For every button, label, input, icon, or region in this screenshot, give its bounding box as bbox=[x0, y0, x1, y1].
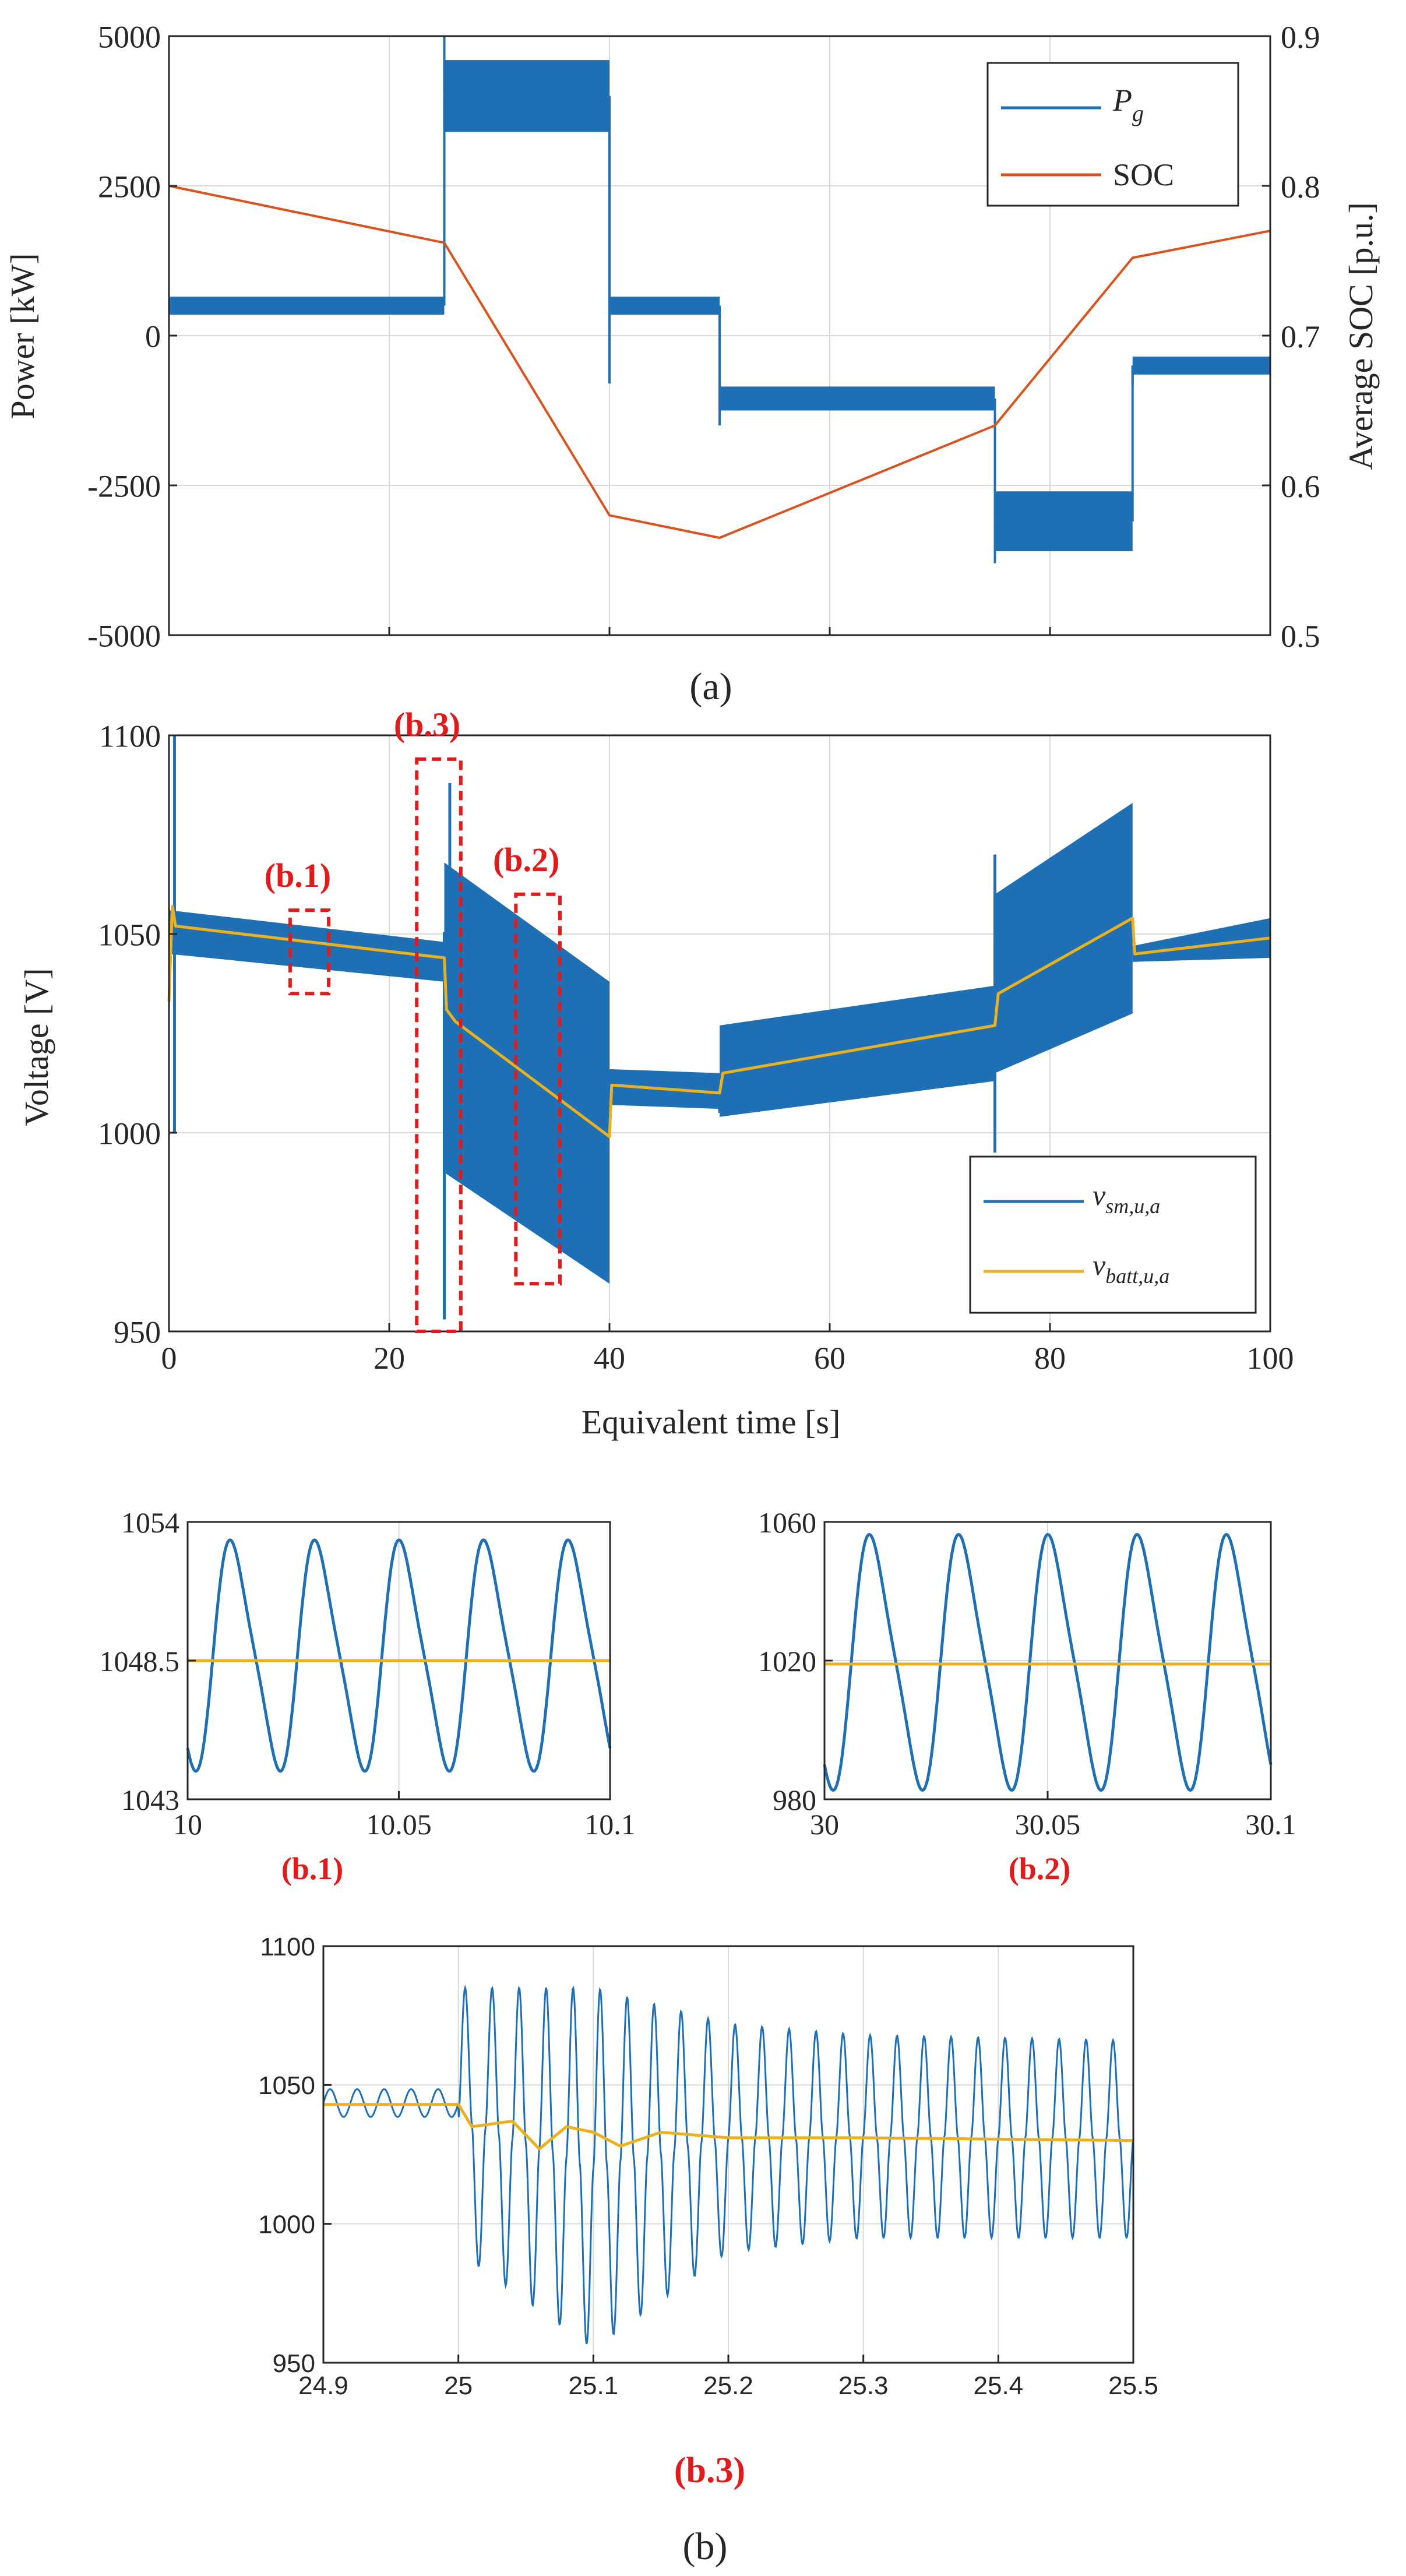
pg-band-segment bbox=[1132, 356, 1270, 375]
vbatt-line bbox=[167, 904, 1271, 1139]
pg-band-segment bbox=[995, 491, 1133, 552]
y-tick-label: 1048.5 bbox=[100, 1645, 180, 1678]
vsm-band-segment bbox=[995, 802, 1133, 1073]
panel-b-caption: (b) bbox=[683, 2525, 728, 2568]
panel-b-annotations: (b.1) (b.3) (b.2) bbox=[265, 706, 562, 1334]
panel-b-data bbox=[167, 735, 1271, 1320]
y-tick-label: 0 bbox=[145, 319, 161, 354]
soc-line bbox=[168, 185, 1271, 539]
panel-b-legend: vsm,u,a vbatt,u,a bbox=[969, 1155, 1257, 1314]
x-tick-label: 60 bbox=[814, 1341, 845, 1376]
x-tick-label: 0 bbox=[161, 1341, 177, 1376]
y-tick-label: 950 bbox=[273, 2349, 315, 2378]
x-tick-label: 25.4 bbox=[974, 2371, 1024, 2400]
x-tick-label: 30 bbox=[810, 1808, 839, 1841]
x-tick-label: 30.1 bbox=[1245, 1808, 1296, 1841]
y-tick-label-right: 0.9 bbox=[1281, 20, 1320, 55]
plot-frame bbox=[168, 734, 1271, 1333]
vbatt-line bbox=[323, 2103, 1134, 2151]
vsm-band-segment bbox=[169, 910, 445, 982]
x-tick-label: 10 bbox=[173, 1808, 202, 1841]
y-tick-label-right: 0.5 bbox=[1281, 619, 1320, 654]
y-tick-label-right: 0.7 bbox=[1281, 319, 1320, 354]
panel-b-frame bbox=[168, 734, 1271, 1333]
legend-soc-label: SOC bbox=[1113, 157, 1174, 192]
pg-band-segment bbox=[444, 60, 609, 132]
panel-b3-grid bbox=[323, 1946, 1133, 2363]
y-tick-label: 1000 bbox=[98, 1116, 161, 1151]
panel-b1-ticks: 10 10.05 10.1 1043 1048.5 1054 bbox=[100, 1506, 636, 1841]
panel-b3-data bbox=[322, 1985, 1134, 2345]
pg-band-segment bbox=[609, 297, 720, 315]
panel-b2: 30 30.05 30.1 980 1020 1060 (b.2) bbox=[758, 1506, 1296, 1886]
annotation-box bbox=[415, 757, 463, 1334]
panel-a-ylabel: Power [kW] bbox=[3, 253, 41, 419]
x-tick-label: 20 bbox=[373, 1341, 405, 1376]
y-tick-label: 5000 bbox=[98, 19, 161, 54]
x-tick-label: 40 bbox=[594, 1341, 625, 1376]
vsm-band-segment bbox=[720, 985, 995, 1117]
x-tick-label: 100 bbox=[1247, 1341, 1294, 1376]
panel-b1: 10 10.05 10.1 1043 1048.5 1054 (b.1) bbox=[100, 1506, 636, 1886]
panel-b2-data bbox=[823, 1532, 1273, 1792]
panel-a-legend-box bbox=[986, 62, 1239, 207]
panel-b2-ticks: 30 30.05 30.1 980 1020 1060 bbox=[758, 1506, 1296, 1841]
annotation-label: (b.3) bbox=[394, 706, 460, 743]
panel-b3: 24.9 25 25.1 25.2 25.3 25.4 25.5 950 1000 1050 110… bbox=[258, 1933, 1158, 2490]
x-tick-label: 25.2 bbox=[703, 2371, 753, 2400]
y-tick-label: -5000 bbox=[87, 618, 161, 653]
y-tick-label: 950 bbox=[114, 1315, 161, 1349]
panel-b-legend-box bbox=[969, 1155, 1257, 1314]
panel-a-data bbox=[168, 36, 1271, 563]
x-tick-label: 80 bbox=[1034, 1341, 1066, 1376]
y-tick-label: 1020 bbox=[758, 1645, 816, 1678]
y-tick-label: 1060 bbox=[758, 1506, 816, 1539]
x-tick-label: 25.1 bbox=[569, 2371, 619, 2400]
y-tick-label: 980 bbox=[773, 1784, 816, 1816]
panel-b3-caption: (b.3) bbox=[674, 2451, 745, 2490]
panel-a: -5000 -2500 0 2500 5000 0.5 0.6 0.7 0.8 0.9 Power… bbox=[3, 19, 1380, 708]
panel-a-ticks: -5000 -2500 0 2500 5000 0.5 0.6 0.7 0.8 0.9 bbox=[87, 19, 1320, 654]
annotation-label: (b.1) bbox=[265, 857, 331, 894]
y-tick-label-right: 0.6 bbox=[1281, 469, 1320, 504]
y-tick-label: 1000 bbox=[258, 2211, 315, 2239]
y-tick-label: 1050 bbox=[258, 2071, 315, 2100]
y-tick-label: 1100 bbox=[260, 1933, 315, 1961]
y-tick-label: 1043 bbox=[121, 1784, 179, 1816]
y-tick-label-right: 0.8 bbox=[1281, 170, 1320, 205]
x-tick-label: 25.3 bbox=[838, 2371, 889, 2400]
panel-b-ylabel: Voltage [V] bbox=[17, 968, 55, 1126]
pg-band-segment bbox=[720, 386, 995, 411]
panel-b2-caption: (b.2) bbox=[1009, 1851, 1071, 1886]
x-tick-label: 24.9 bbox=[298, 2371, 348, 2400]
x-tick-label: 25 bbox=[444, 2371, 473, 2400]
panel-b-ticks: 0 20 40 60 80 100 950 1000 1050 1100 bbox=[98, 718, 1294, 1376]
panel-b1-data bbox=[186, 1538, 612, 1773]
panel-b1-caption: (b.1) bbox=[281, 1851, 344, 1886]
panel-a-caption: (a) bbox=[689, 665, 732, 708]
pg-band-segment bbox=[169, 297, 445, 315]
y-tick-label: -2500 bbox=[87, 468, 161, 503]
panel-a-ylabel-right: Average SOC [p.u.] bbox=[1342, 202, 1380, 470]
annotation-label: (b.2) bbox=[493, 841, 559, 879]
panel-b2-grid bbox=[824, 1522, 1271, 1799]
y-tick-label: 1100 bbox=[99, 718, 161, 753]
panel-b3-ticks: 24.9 25 25.1 25.2 25.3 25.4 25.5 950 1000 1050 110… bbox=[258, 1933, 1158, 2400]
y-tick-label: 2500 bbox=[98, 169, 161, 204]
annotation-box bbox=[288, 908, 331, 996]
y-tick-label: 1054 bbox=[121, 1506, 179, 1539]
vsm-wave bbox=[186, 1538, 612, 1773]
panel-a-legend: Pg SOC bbox=[986, 62, 1239, 207]
panel-b-xlabel: Equivalent time [s] bbox=[582, 1403, 841, 1441]
x-tick-label: 10.1 bbox=[584, 1808, 636, 1841]
vsm-wave bbox=[823, 1532, 1273, 1792]
x-tick-label: 10.05 bbox=[366, 1808, 432, 1841]
annotation-box bbox=[514, 892, 562, 1286]
x-tick-label: 25.5 bbox=[1108, 2371, 1158, 2400]
x-tick-label: 30.05 bbox=[1015, 1808, 1081, 1841]
y-tick-label: 1050 bbox=[98, 917, 161, 952]
vsm-band-segment bbox=[444, 862, 609, 1284]
